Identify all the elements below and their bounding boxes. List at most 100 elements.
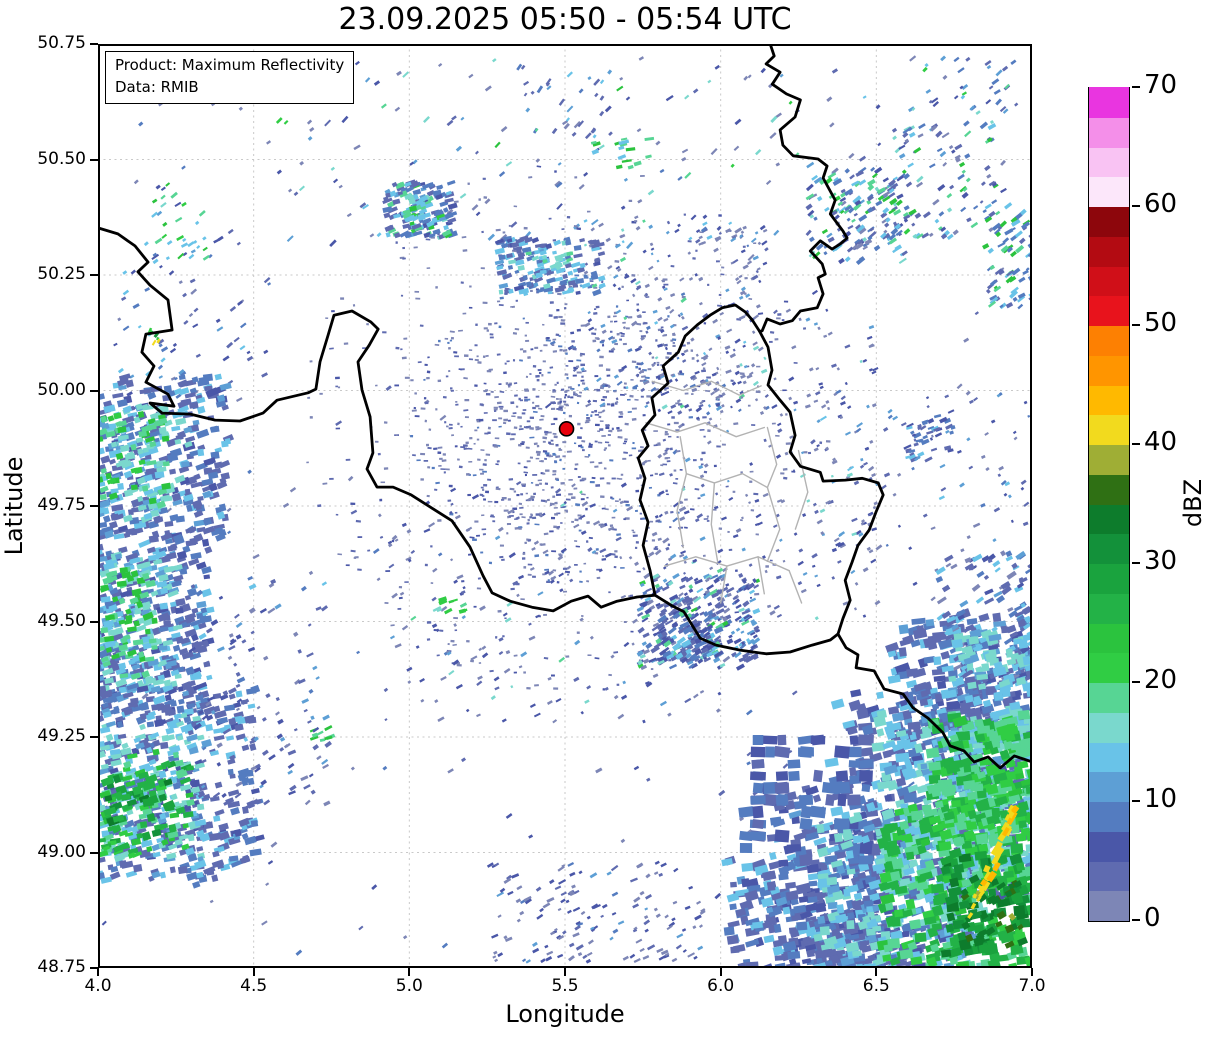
echo-region-ne-cluster-1 xyxy=(805,166,911,266)
echo-region-w-bottom-green xyxy=(98,825,143,859)
echo-region-top-right-far xyxy=(908,55,1019,115)
y-tick-mark xyxy=(90,274,98,276)
echo-region-sw-green-dash xyxy=(309,724,336,742)
colorbar-segment xyxy=(1089,295,1129,326)
radar-map-plot xyxy=(98,44,1032,968)
y-tick-label: 50.75 xyxy=(37,33,86,53)
canton-border-line xyxy=(676,436,688,549)
data-source-label: Data: RMIB xyxy=(115,77,199,96)
y-tick-label: 50.00 xyxy=(37,379,86,400)
colorbar-tick-mark xyxy=(1132,681,1140,683)
colorbar-segment xyxy=(1089,831,1129,862)
echo-region-cluster-n-arc xyxy=(494,235,606,297)
echo-region-ne-sector-specks xyxy=(579,215,770,416)
colorbar-tick-label: 40 xyxy=(1144,427,1178,457)
product-label: Product: Maximum Reflectivity xyxy=(115,56,345,74)
y-tick-mark xyxy=(90,967,98,969)
colorbar-segment xyxy=(1089,593,1129,624)
colorbar-tick-mark xyxy=(1132,205,1140,207)
national-border-line xyxy=(836,632,1032,770)
colorbar-segment xyxy=(1089,176,1129,207)
radar-echo-layer xyxy=(98,55,1032,968)
colorbar-segment xyxy=(1089,682,1129,713)
x-tick-mark xyxy=(875,968,878,976)
echo-region-below-radar-specks xyxy=(376,480,724,724)
x-tick-mark xyxy=(1031,968,1033,976)
x-axis-label: Longitude xyxy=(505,1000,625,1028)
echo-region-right-mid-specks xyxy=(811,390,1031,575)
y-tick-mark xyxy=(90,620,98,623)
echo-region-w-teal-2 xyxy=(98,549,183,693)
echo-region-w-dark-core xyxy=(100,772,177,842)
echo-region-right-mid-cluster xyxy=(903,413,956,463)
colorbar-segment xyxy=(1089,563,1129,594)
x-tick-label: 7.0 xyxy=(1018,976,1046,996)
y-tick-label: 48.75 xyxy=(37,957,86,977)
y-tick-label: 50.50 xyxy=(37,148,86,169)
y-tick-mark xyxy=(90,505,98,507)
y-tick-mark xyxy=(90,851,98,854)
colorbar-segment xyxy=(1089,325,1129,356)
colorbar-tick-mark xyxy=(1132,800,1140,802)
y-tick-label: 49.75 xyxy=(37,495,86,515)
echo-region-south-lux-patch xyxy=(636,571,761,671)
colorbar-segment xyxy=(1089,712,1129,743)
product-info-box: Product: Maximum Reflectivity Data: RMIB xyxy=(105,51,355,104)
colorbar-tick-mark xyxy=(1132,86,1140,88)
canton-border-line xyxy=(757,556,765,595)
colorbar-segment xyxy=(1089,771,1129,802)
echo-region-top-center-dashes xyxy=(516,63,613,140)
echo-region-right-top-edge xyxy=(982,202,1032,310)
canton-border-line xyxy=(766,426,781,563)
echo-region-lux-specks xyxy=(652,308,879,622)
national-border-line xyxy=(98,226,657,613)
colorbar-tick-mark xyxy=(1132,443,1140,445)
echo-region-w-green-2 xyxy=(98,566,158,680)
country-borders xyxy=(98,44,1032,770)
x-tick-mark xyxy=(408,968,411,976)
echo-region-cluster-nw-core xyxy=(402,193,435,228)
colorbar-tick-mark xyxy=(1132,562,1140,564)
x-tick-mark xyxy=(252,968,255,976)
colorbar-segment xyxy=(1089,236,1129,267)
x-tick-label: 4.0 xyxy=(84,976,112,996)
x-tick-label: 5.5 xyxy=(551,976,579,996)
x-tick-label: 6.5 xyxy=(862,976,890,996)
canton-border-line xyxy=(645,422,765,438)
national-border-line xyxy=(758,44,849,333)
y-tick-label: 50.25 xyxy=(37,264,86,284)
colorbar-segment xyxy=(1089,444,1129,475)
echo-region-left-mid-specks xyxy=(113,228,272,410)
colorbar-tick-label: 60 xyxy=(1144,189,1178,219)
colorbar-segment xyxy=(1089,741,1129,773)
canton-border-line xyxy=(720,565,728,604)
y-tick-mark xyxy=(90,736,98,738)
colorbar-segment xyxy=(1089,860,1129,892)
colorbar-segment xyxy=(1089,355,1129,386)
colorbar-segment xyxy=(1089,117,1129,148)
echo-region-mid-green-dash xyxy=(432,596,468,615)
colorbar-tick-label: 20 xyxy=(1144,665,1178,695)
echo-region-cluster-nw xyxy=(382,179,458,240)
x-tick-label: 4.5 xyxy=(240,976,268,996)
echo-region-w-ext-specks xyxy=(188,576,332,810)
colorbar-tick-label: 10 xyxy=(1144,784,1178,814)
colorbar-segment xyxy=(1089,503,1129,535)
echo-region-west-yellow-fleck xyxy=(147,327,161,346)
echo-region-left-top-specks xyxy=(143,182,210,261)
radar-site-marker xyxy=(558,421,575,437)
echo-region-se-yellow-tail xyxy=(967,884,986,920)
x-tick-mark xyxy=(564,968,566,976)
echo-region-bottom-center-specks xyxy=(486,860,706,964)
echo-region-se-blue-blobs xyxy=(738,734,884,866)
x-tick-label: 6.0 xyxy=(707,976,735,996)
canton-border-line xyxy=(710,482,719,563)
colorbar-segment xyxy=(1089,146,1129,178)
colorbar-segment xyxy=(1089,622,1129,654)
colorbar-segment xyxy=(1089,652,1129,683)
x-tick-mark xyxy=(719,968,722,976)
colorbar-tick-label: 70 xyxy=(1144,70,1178,100)
page-title: 23.09.2025 05:50 - 05:54 UTC xyxy=(338,2,792,37)
colorbar-tick-label: 50 xyxy=(1144,308,1178,338)
plot-frame xyxy=(98,44,1032,968)
